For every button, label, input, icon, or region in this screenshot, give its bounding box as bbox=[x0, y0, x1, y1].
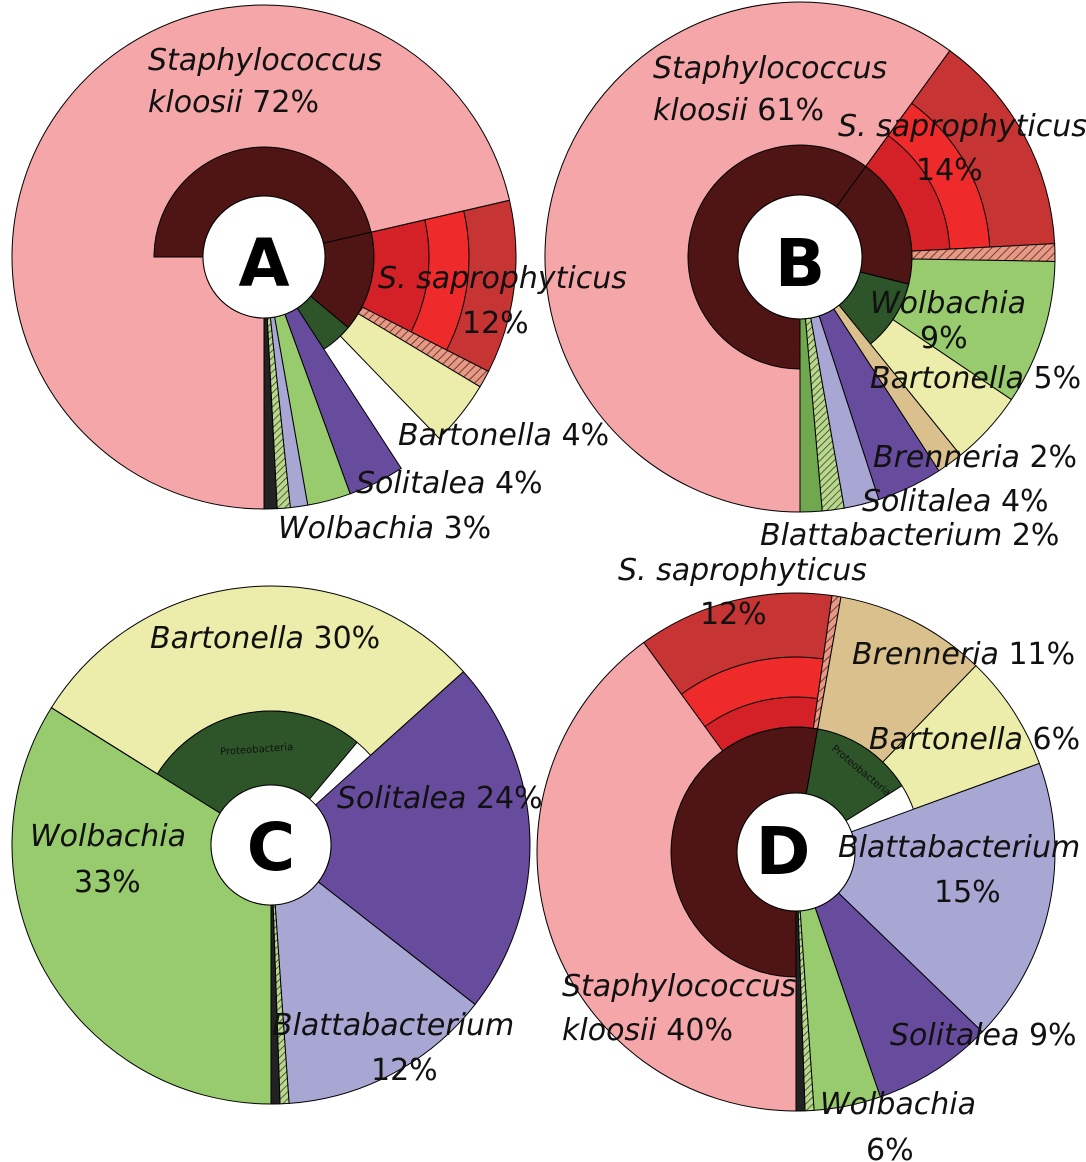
panel-d-labels: S. saprophyticus 12% Brenneria 11% Barto… bbox=[562, 553, 1080, 1162]
label-a-bartonella: Bartonella 4% bbox=[398, 418, 609, 453]
pie-d-slice-kloosii bbox=[536, 641, 797, 1112]
panel-letter-c: C bbox=[247, 809, 295, 886]
pie-a-center bbox=[202, 195, 326, 319]
label-a-solitalea: Solitalea 4% bbox=[356, 466, 543, 501]
label-d-saprophyticus: S. saprophyticus bbox=[618, 553, 867, 588]
label-a-saprophyticus-pct: 12% bbox=[462, 306, 529, 341]
label-d-wolbachia-pct: 6% bbox=[866, 1133, 914, 1162]
pie-d-center bbox=[736, 792, 856, 912]
label-a-wolbachia: Wolbachia 3% bbox=[278, 511, 491, 546]
label-b-kloosii-2: kloosii 61% bbox=[653, 93, 824, 128]
panel-a-labels: Staphylococcus kloosii 72% S. saprophyti… bbox=[148, 43, 627, 546]
label-b-solitalea: Solitalea 4% bbox=[862, 484, 1049, 519]
label-b-bartonella: Bartonella 5% bbox=[870, 361, 1081, 396]
panel-c-labels: Bartonella 30% Solitalea 24% Blattabacte… bbox=[30, 621, 543, 1088]
pie-charts bbox=[11, 1, 1056, 1112]
label-c-wolbachia-pct: 33% bbox=[74, 865, 141, 900]
label-b-blattabacterium: Blattabacterium 2% bbox=[760, 518, 1059, 553]
label-b-saprophyticus-pct: 14% bbox=[916, 153, 983, 188]
label-d-saprophyticus-pct: 12% bbox=[700, 597, 767, 632]
pie-c-center bbox=[210, 784, 332, 906]
pie-a-slice-bartonella bbox=[339, 312, 481, 439]
pie-c-divider bbox=[50, 707, 159, 775]
label-c-blattabacterium: Blattabacterium bbox=[272, 1008, 514, 1043]
label-c-solitalea: Solitalea 24% bbox=[337, 781, 543, 816]
label-d-wolbachia: Wolbachia bbox=[820, 1087, 976, 1122]
label-a-kloosii-2: kloosii 72% bbox=[148, 85, 319, 120]
panel-letter-d: D bbox=[756, 813, 811, 890]
label-c-wolbachia: Wolbachia bbox=[30, 819, 186, 854]
label-b-wolbachia-pct: 9% bbox=[920, 321, 968, 356]
label-d-solitalea: Solitalea 9% bbox=[890, 1018, 1077, 1053]
pie-b-center bbox=[737, 194, 863, 320]
label-c-blattabacterium-pct: 12% bbox=[371, 1053, 438, 1088]
panel-b-labels: Staphylococcus kloosii 61% S. saprophyti… bbox=[653, 51, 1086, 553]
label-d-blattabacterium: Blattabacterium bbox=[838, 830, 1080, 865]
label-d-kloosii-2: kloosii 40% bbox=[562, 1013, 733, 1048]
label-d-blattabacterium-pct: 15% bbox=[934, 875, 1001, 910]
panel-letter-a: A bbox=[238, 225, 289, 302]
label-b-saprophyticus: S. saprophyticus bbox=[838, 109, 1086, 144]
panel-letters: A B C D bbox=[238, 225, 825, 890]
label-b-brenneria: Brenneria 2% bbox=[873, 440, 1077, 475]
label-d-brenneria: Brenneria 11% bbox=[852, 637, 1075, 672]
panel-letter-b: B bbox=[775, 225, 825, 302]
label-b-kloosii-1: Staphylococcus bbox=[653, 51, 887, 86]
label-c-proteobacteria: Proteobacteria bbox=[220, 742, 294, 758]
label-b-wolbachia: Wolbachia bbox=[870, 286, 1026, 321]
label-a-saprophyticus: S. saprophyticus bbox=[378, 261, 627, 296]
label-d-kloosii-1: Staphylococcus bbox=[562, 969, 796, 1004]
label-d-bartonella: Bartonella 6% bbox=[869, 722, 1080, 757]
label-c-bartonella: Bartonella 30% bbox=[150, 621, 380, 656]
label-a-kloosii-1: Staphylococcus bbox=[148, 43, 382, 78]
